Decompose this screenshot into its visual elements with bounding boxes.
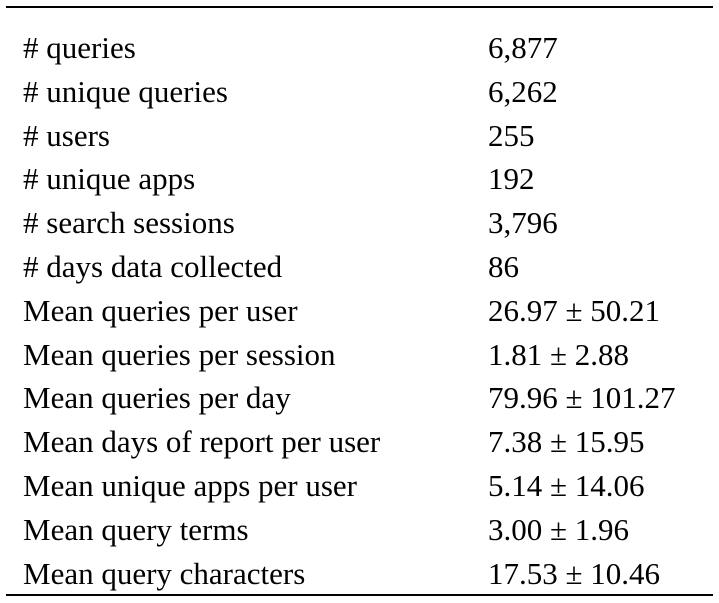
row-value: 79.96 ± 101.27 bbox=[488, 380, 676, 416]
row-label: Mean days of report per user bbox=[23, 424, 381, 460]
row-label: # search sessions bbox=[23, 205, 235, 241]
table-row: Mean query terms 3.00 ± 1.96 bbox=[23, 508, 676, 552]
table-row: Mean query characters 17.53 ± 10.46 bbox=[23, 552, 676, 596]
table-row: Mean queries per session 1.81 ± 2.88 bbox=[23, 333, 676, 377]
row-value: 86 bbox=[488, 248, 519, 284]
row-label: # unique apps bbox=[23, 161, 196, 197]
table-row: # queries 6,877 bbox=[23, 26, 676, 70]
table-row: # search sessions 3,796 bbox=[23, 201, 676, 245]
row-value: 3.00 ± 1.96 bbox=[488, 511, 630, 547]
stats-table: # queries 6,877 # unique queries 6,262 #… bbox=[23, 26, 676, 595]
row-value: 255 bbox=[488, 117, 535, 153]
row-label: # unique queries bbox=[23, 73, 228, 109]
row-label: Mean queries per session bbox=[23, 336, 336, 372]
row-value: 17.53 ± 10.46 bbox=[488, 555, 661, 591]
row-label: Mean queries per user bbox=[23, 292, 298, 328]
row-label: Mean unique apps per user bbox=[23, 467, 358, 503]
row-value: 6,262 bbox=[488, 73, 558, 109]
table-row: Mean unique apps per user 5.14 ± 14.06 bbox=[23, 464, 676, 508]
table-row: Mean queries per day 79.96 ± 101.27 bbox=[23, 376, 676, 420]
row-label: # users bbox=[23, 117, 110, 153]
row-value: 1.81 ± 2.88 bbox=[488, 336, 630, 372]
table-row: # users 255 bbox=[23, 114, 676, 158]
row-value: 6,877 bbox=[488, 30, 558, 65]
row-value: 7.38 ± 15.95 bbox=[488, 424, 645, 460]
row-value: 5.14 ± 14.06 bbox=[488, 467, 645, 503]
stats-table-frame: # queries 6,877 # unique queries 6,262 #… bbox=[6, 6, 713, 596]
row-label: Mean queries per day bbox=[23, 380, 291, 416]
row-value: 192 bbox=[488, 161, 535, 197]
row-value: 3,796 bbox=[488, 205, 558, 241]
table-row: Mean queries per user 26.97 ± 50.21 bbox=[23, 289, 676, 333]
table-row: # unique apps 192 bbox=[23, 157, 676, 201]
table-row: # unique queries 6,262 bbox=[23, 70, 676, 114]
row-label: # days data collected bbox=[23, 248, 283, 284]
table-row: # days data collected 86 bbox=[23, 245, 676, 289]
row-value: 26.97 ± 50.21 bbox=[488, 292, 661, 328]
table-row: Mean days of report per user 7.38 ± 15.9… bbox=[23, 420, 676, 464]
row-label: Mean query characters bbox=[23, 555, 306, 591]
row-label: Mean query terms bbox=[23, 511, 249, 547]
row-label: # queries bbox=[23, 30, 136, 65]
